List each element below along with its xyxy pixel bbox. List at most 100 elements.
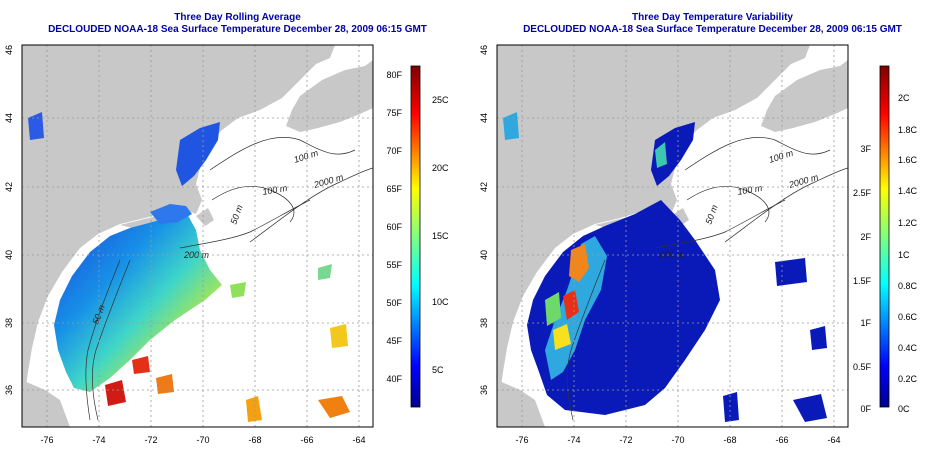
lon-tick: -76 <box>515 435 528 445</box>
lat-tick: 36 <box>4 385 14 395</box>
sst-patch-warm1 <box>132 356 150 374</box>
lat-axis: 36 38 40 42 44 46 <box>479 45 489 395</box>
lon-tick: -74 <box>567 435 580 445</box>
land-cape-cod <box>671 208 689 226</box>
contour-100m <box>209 136 356 223</box>
var-nw <box>503 112 519 140</box>
sst-georges <box>150 204 192 224</box>
var-gulf-maine-edge <box>655 142 667 168</box>
panel-subtitle: DECLOUDED NOAA-18 Sea Surface Temperatur… <box>48 24 427 35</box>
lon-axis: -76 -74 -72 -70 -68 -66 -64 <box>515 435 840 445</box>
lat-tick: 40 <box>479 250 489 260</box>
colorbar-f-label: 0.5F <box>853 362 872 372</box>
lon-tick: -66 <box>300 435 313 445</box>
land-mainland <box>497 45 810 427</box>
contour-100m <box>684 136 831 223</box>
sst-average-panel: Three Day Rolling Average DECLOUDED NOAA… <box>4 12 449 445</box>
contour-50m <box>85 259 121 421</box>
colorbar-c-label: 0.8C <box>898 281 918 291</box>
lon-tick: -64 <box>827 435 840 445</box>
colorbar-f-label: 1F <box>860 318 871 328</box>
colorbar <box>410 65 421 408</box>
colorbar-f-label: 70F <box>386 146 402 156</box>
colorbar-c-label: 0.6C <box>898 312 918 322</box>
sst-coastal-band <box>54 212 222 392</box>
colorbar-c-label: 1.4C <box>898 186 918 196</box>
colorbar-f-label: 80F <box>386 70 402 80</box>
panel-subtitle: DECLOUDED NOAA-18 Sea Surface Temperatur… <box>523 24 902 35</box>
depth-label: 100 m <box>262 183 289 197</box>
colorbar-f-label: 40F <box>386 374 402 384</box>
lat-tick: 42 <box>4 182 14 192</box>
sst-patch-warm2 <box>105 380 126 406</box>
colorbar-f-label: 0F <box>860 404 871 414</box>
colorbar-f-label: 2.5F <box>853 188 872 198</box>
land-cape-cod <box>196 208 214 226</box>
colorbar-c-label: 2C <box>898 93 910 103</box>
contour-200m <box>92 199 311 421</box>
lat-tick: 40 <box>4 250 14 260</box>
lon-tick: -72 <box>619 435 632 445</box>
var-yellow <box>553 324 571 350</box>
sst-patch-orange <box>246 396 262 422</box>
var-gulf-maine <box>651 122 695 186</box>
colorbar-f-label: 55F <box>386 260 402 270</box>
lon-tick: -68 <box>248 435 261 445</box>
colorbar-fahrenheit-scale: 3F 2.5F 2F 1.5F 1F 0.5F 0F <box>853 144 872 414</box>
var-offshore1 <box>775 258 807 286</box>
colorbar-c-label: 1.6C <box>898 155 918 165</box>
colorbar-fahrenheit-scale: 80F 75F 70F 65F 60F 55F 50F 45F 40F <box>386 70 402 384</box>
lon-tick: -70 <box>671 435 684 445</box>
var-hotspot1 <box>569 244 589 282</box>
land-south-coast <box>497 380 545 427</box>
lat-tick: 46 <box>4 45 14 55</box>
colorbar-c-label: 25C <box>432 95 449 105</box>
graticule <box>22 45 373 427</box>
lon-tick: -74 <box>92 435 105 445</box>
depth-label: 200 m <box>658 250 685 260</box>
lat-tick: 36 <box>479 385 489 395</box>
depth-label: 100 m <box>737 183 764 197</box>
contour-200m <box>567 199 786 421</box>
lon-tick: -64 <box>352 435 365 445</box>
sst-variability-map: 100 m 100 m 2000 m 200 m 50 m -76 -74 -7… <box>479 44 918 445</box>
depth-label: 200 m <box>183 250 210 260</box>
sst-patch-offshore <box>230 282 246 298</box>
panel-title: Three Day Rolling Average <box>174 12 301 23</box>
colorbar-c-label: 10C <box>432 297 449 307</box>
graticule <box>497 45 848 427</box>
lat-tick: 38 <box>4 318 14 328</box>
colorbar-c-label: 1.2C <box>898 218 918 228</box>
land-south-coast <box>22 380 70 427</box>
var-mid-green <box>545 292 561 326</box>
lon-tick: -68 <box>723 435 736 445</box>
colorbar-f-label: 60F <box>386 222 402 232</box>
lon-tick: -66 <box>775 435 788 445</box>
colorbar-f-label: 1.5F <box>853 276 872 286</box>
lat-tick: 38 <box>479 318 489 328</box>
sst-gulf-maine <box>176 122 220 186</box>
colorbar-f-label: 45F <box>386 336 402 346</box>
lat-tick: 46 <box>479 45 489 55</box>
contour-2000m <box>249 167 373 243</box>
colorbar-c-label: 15C <box>432 231 449 241</box>
sst-average-map: 100 m 100 m 2000 m 200 m 50 m 50 m -76 -… <box>4 44 449 445</box>
lat-tick: 42 <box>479 182 489 192</box>
colorbar-f-label: 3F <box>860 144 871 154</box>
colorbar-c-label: 1.8C <box>898 125 918 135</box>
sst-patch-east <box>318 264 332 280</box>
colorbar-celsius-scale: 25C 20C 15C 10C 5C <box>432 95 449 375</box>
colorbar-c-label: 20C <box>432 163 449 173</box>
sst-patch-warm3 <box>156 374 174 394</box>
lat-axis: 36 38 40 42 44 46 <box>4 45 14 395</box>
colorbar-c-label: 0.4C <box>898 343 918 353</box>
colorbar-f-label: 50F <box>386 298 402 308</box>
var-offshore2 <box>793 394 827 422</box>
sst-variability-panel: Three Day Temperature Variability DECLOU… <box>475 0 950 475</box>
colorbar-c-label: 0C <box>898 404 910 414</box>
var-offshore3 <box>723 392 739 422</box>
colorbar <box>879 65 890 408</box>
lon-axis: -76 -74 -72 -70 -68 -66 -64 <box>40 435 365 445</box>
var-hotspot2 <box>563 290 579 320</box>
colorbar-f-label: 65F <box>386 184 402 194</box>
